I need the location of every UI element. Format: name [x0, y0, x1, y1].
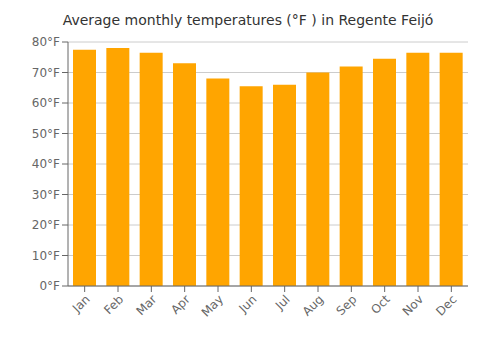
svg-text:50°F: 50°F	[32, 127, 60, 141]
svg-text:Oct: Oct	[368, 292, 393, 317]
svg-text:Apr: Apr	[168, 292, 193, 317]
svg-text:0°F: 0°F	[39, 279, 60, 293]
svg-text:20°F: 20°F	[32, 218, 60, 232]
svg-text:Jun: Jun	[236, 292, 260, 316]
svg-text:Nov: Nov	[400, 292, 426, 318]
svg-text:Dec: Dec	[433, 292, 459, 318]
svg-text:Jan: Jan	[69, 292, 93, 316]
svg-text:Jul: Jul	[272, 292, 293, 313]
svg-text:60°F: 60°F	[32, 96, 60, 110]
svg-text:Mar: Mar	[134, 292, 160, 318]
svg-text:30°F: 30°F	[32, 188, 60, 202]
svg-text:40°F: 40°F	[32, 157, 60, 171]
svg-text:Sep: Sep	[334, 292, 360, 318]
svg-text:80°F: 80°F	[32, 35, 60, 49]
svg-text:70°F: 70°F	[32, 66, 60, 80]
svg-text:10°F: 10°F	[32, 249, 60, 263]
svg-text:May: May	[199, 292, 226, 319]
svg-text:Aug: Aug	[300, 292, 326, 318]
html-text:Average monthly temperatures (: Average monthly temperatures (°F ) in Re…	[62, 12, 434, 28]
svg-text:Feb: Feb	[101, 292, 126, 317]
